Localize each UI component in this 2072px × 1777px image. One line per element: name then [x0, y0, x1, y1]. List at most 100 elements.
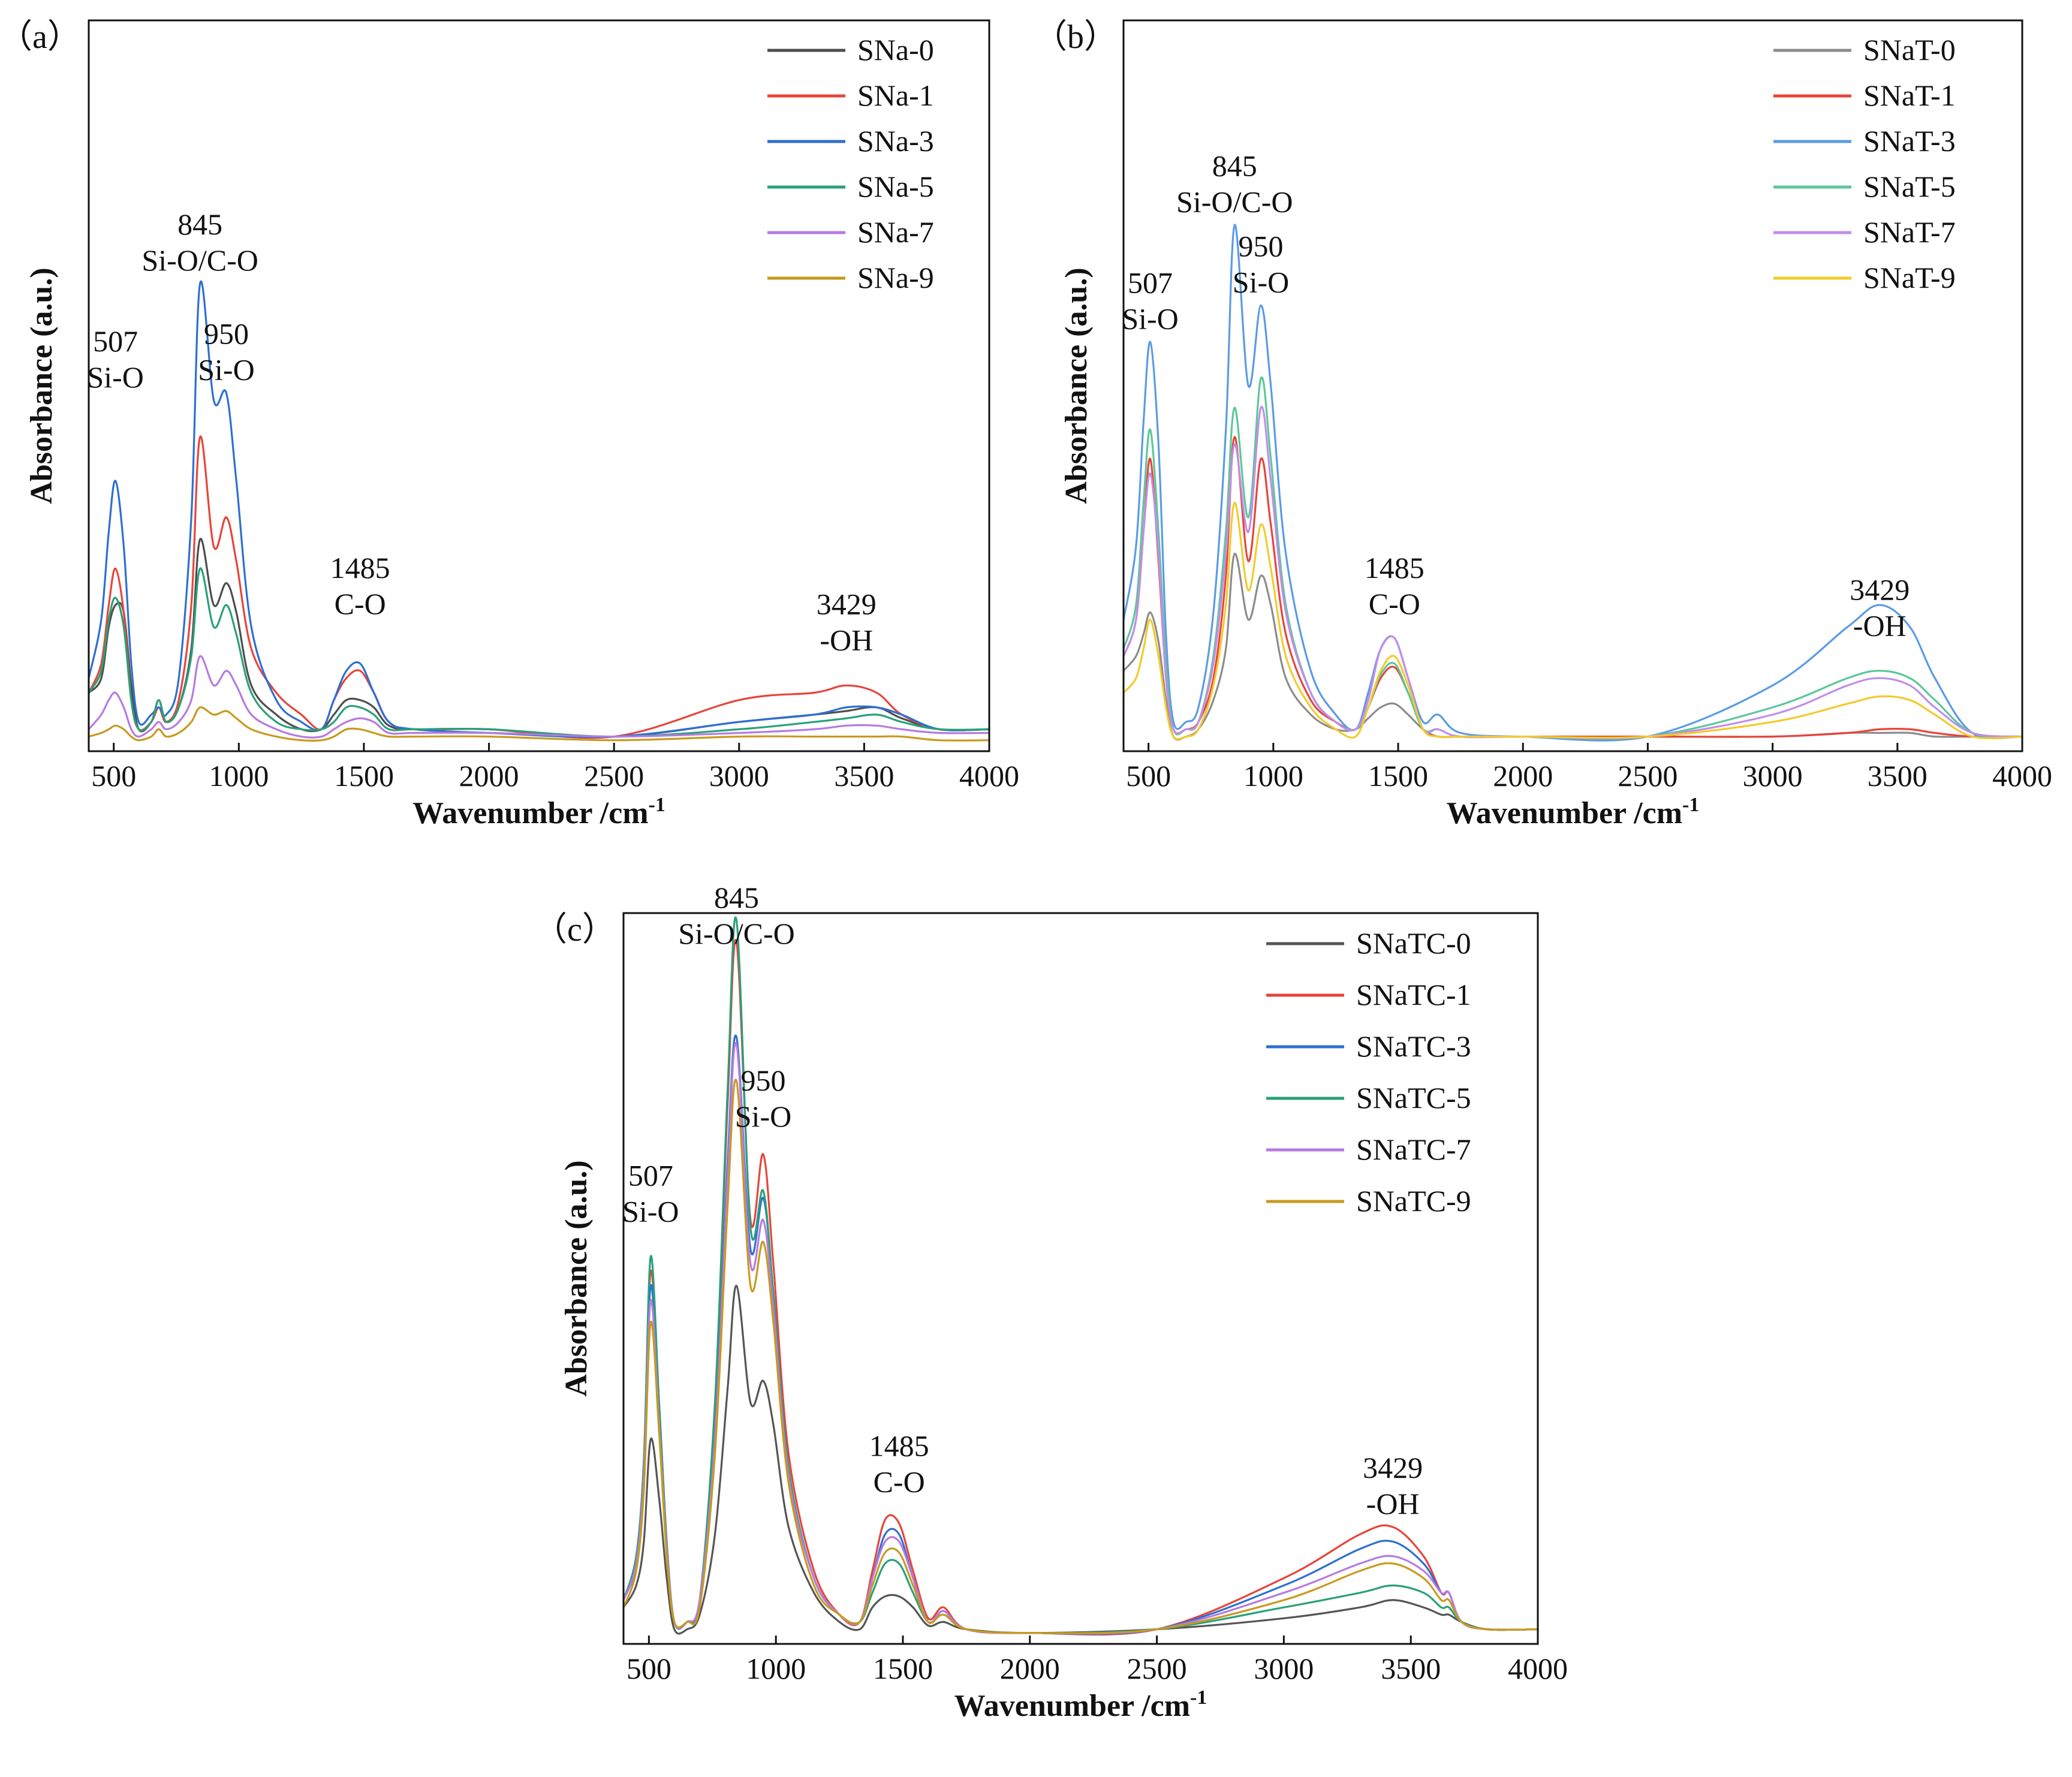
- annotation-a-845-line-0: 845: [177, 207, 222, 241]
- legend-label-SNaT-5: SNaT-5: [1863, 170, 1956, 203]
- annotation-a-950-line-0: 950: [204, 317, 249, 351]
- annotation-c-3429-line-1: -OH: [1366, 1487, 1420, 1520]
- annotation-b-845-line-0: 845: [1212, 149, 1257, 182]
- plot-frame-a: [88, 19, 990, 752]
- x-tick-label-a-3500: 3500: [834, 759, 894, 793]
- x-axis-title-text: Wavenumber /cm: [1447, 796, 1682, 830]
- annotation-a-845-line-1: Si-O/C-O: [141, 243, 258, 277]
- x-tick-label-a-2000: 2000: [459, 759, 519, 793]
- x-tick-label-c-1000: 1000: [746, 1652, 806, 1685]
- annotation-c-950-line-1: Si-O: [735, 1100, 791, 1133]
- legend-label-SNa-7: SNa-7: [857, 215, 934, 249]
- x-tick-label-c-4000: 4000: [1508, 1652, 1568, 1685]
- series-line-SNaT-7: [1122, 405, 2023, 739]
- y-axis-title-b: Absorbance (a.u.): [1059, 267, 1094, 504]
- annotation-a-3429-line-0: 3429: [817, 588, 877, 621]
- x-tick-label-a-2500: 2500: [584, 759, 644, 793]
- x-axis-title-a: Wavenumber /cm-1: [412, 794, 665, 830]
- x-axis-title-c: Wavenumber /cm-1: [954, 1686, 1207, 1723]
- annotation-b-507-line-1: Si-O: [1122, 302, 1178, 335]
- legend-label-SNaTC-0: SNaTC-0: [1356, 926, 1471, 960]
- series-line-SNaT-9: [1122, 501, 2023, 740]
- panel-label-b: （b）: [1034, 19, 1118, 56]
- series-line-SNa-5: [88, 567, 990, 738]
- series-line-SNaTC-0: [622, 1285, 1539, 1635]
- series-line-SNaTC-9: [622, 1079, 1539, 1634]
- y-axis-title-c: Absorbance (a.u.): [559, 1160, 594, 1396]
- legend-label-SNa-5: SNa-5: [857, 170, 934, 203]
- legend-label-SNaTC-9: SNaTC-9: [1356, 1184, 1471, 1218]
- legend-label-SNaT-0: SNaT-0: [1863, 33, 1956, 67]
- x-tick-label-c-3000: 3000: [1254, 1652, 1314, 1685]
- annotation-b-1485-line-1: C-O: [1369, 587, 1420, 621]
- annotation-a-507-line-0: 507: [93, 324, 138, 358]
- annotation-a-3429-line-1: -OH: [820, 624, 873, 657]
- annotation-c-507-line-0: 507: [628, 1158, 673, 1192]
- series-line-SNa-3: [88, 280, 990, 738]
- x-tick-label-c-2500: 2500: [1127, 1652, 1187, 1685]
- legend-label-SNaT-3: SNaT-3: [1863, 124, 1956, 158]
- series-line-SNa-7: [88, 655, 990, 739]
- x-tick-label-b-4000: 4000: [1992, 759, 2052, 793]
- annotation-b-3429-line-0: 3429: [1850, 573, 1910, 606]
- legend-label-SNa-9: SNa-9: [857, 261, 934, 294]
- legend-label-SNaT-9: SNaT-9: [1863, 261, 1956, 294]
- x-tick-label-a-1000: 1000: [209, 759, 269, 793]
- legend-label-SNaTC-5: SNaTC-5: [1356, 1081, 1471, 1115]
- legend-label-SNa-1: SNa-1: [857, 79, 934, 112]
- x-axis-title-text: Wavenumber /cm: [954, 1689, 1190, 1723]
- x-tick-label-b-500: 500: [1126, 759, 1171, 793]
- annotation-a-1485-line-0: 1485: [330, 551, 390, 585]
- annotation-b-845-line-1: Si-O/C-O: [1176, 185, 1293, 218]
- x-tick-label-b-2500: 2500: [1618, 759, 1678, 793]
- annotation-a-1485-line-1: C-O: [335, 587, 386, 621]
- series-line-SNa-9: [88, 706, 990, 742]
- x-tick-label-a-500: 500: [91, 759, 136, 793]
- annotation-b-1485-line-0: 1485: [1365, 551, 1425, 585]
- x-tick-label-b-3000: 3000: [1743, 759, 1803, 793]
- annotation-c-950-line-0: 950: [740, 1064, 785, 1097]
- annotation-a-507-line-1: Si-O: [87, 360, 143, 394]
- panel-label-a: （a）: [0, 19, 81, 56]
- x-tick-label-b-1000: 1000: [1243, 759, 1303, 793]
- x-tick-label-b-2000: 2000: [1493, 759, 1553, 793]
- legend-label-SNa-3: SNa-3: [857, 124, 934, 158]
- annotation-c-507-line-1: Si-O: [622, 1194, 679, 1228]
- annotation-c-845-line-0: 845: [714, 881, 759, 914]
- annotation-c-1485-line-0: 1485: [869, 1429, 929, 1462]
- x-tick-label-b-1500: 1500: [1368, 759, 1428, 793]
- plot-frame-c: [622, 912, 1539, 1645]
- plot-frame-b: [1122, 19, 2023, 752]
- annotation-b-950-line-0: 950: [1239, 229, 1284, 263]
- x-tick-label-a-4000: 4000: [959, 759, 1019, 793]
- legend-label-SNaT-1: SNaT-1: [1863, 79, 1956, 112]
- legend-label-SNaTC-3: SNaTC-3: [1356, 1029, 1471, 1063]
- annotation-b-3429-line-1: -OH: [1853, 609, 1907, 642]
- x-tick-label-b-3500: 3500: [1868, 759, 1928, 793]
- series-line-SNaT-3: [1122, 224, 2023, 742]
- x-axis-title-superscript: -1: [1682, 794, 1699, 816]
- annotation-c-1485-line-1: C-O: [874, 1465, 925, 1498]
- x-tick-label-c-3500: 3500: [1381, 1652, 1441, 1685]
- legend-label-SNaT-7: SNaT-7: [1863, 215, 1956, 249]
- legend-label-SNa-0: SNa-0: [857, 33, 934, 67]
- x-axis-title-text: Wavenumber /cm: [412, 796, 648, 830]
- legend-label-SNaTC-7: SNaTC-7: [1356, 1133, 1471, 1166]
- x-axis-title-b: Wavenumber /cm-1: [1447, 794, 1700, 830]
- annotation-b-507-line-0: 507: [1128, 266, 1173, 299]
- x-tick-label-c-500: 500: [627, 1652, 671, 1685]
- x-axis-title-superscript: -1: [649, 794, 665, 816]
- x-tick-label-c-1500: 1500: [873, 1652, 933, 1685]
- panel-label-c: （c）: [534, 911, 616, 948]
- annotation-c-3429-line-0: 3429: [1363, 1451, 1423, 1484]
- series-line-SNaT-5: [1122, 376, 2023, 740]
- annotation-b-950-line-1: Si-O: [1233, 265, 1289, 299]
- annotation-c-845-line-1: Si-O/C-O: [678, 917, 794, 950]
- legend-label-SNaTC-1: SNaTC-1: [1356, 978, 1471, 1011]
- x-axis-title-superscript: -1: [1190, 1686, 1207, 1709]
- x-tick-label-a-3000: 3000: [709, 759, 769, 793]
- x-tick-label-c-2000: 2000: [1000, 1652, 1060, 1685]
